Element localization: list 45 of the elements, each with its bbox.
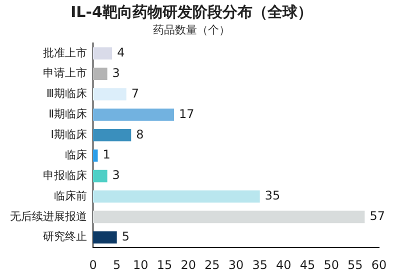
chart-title: IL-4靶向药物研发阶段分布（全球）: [70, 2, 312, 21]
data-label: 1: [102, 148, 110, 162]
x-tick-label: 60: [371, 258, 387, 272]
data-label: 57: [370, 209, 385, 224]
data-label: 5: [122, 230, 130, 244]
x-tick-label: 25: [204, 258, 220, 272]
data-label: 3: [112, 168, 120, 182]
y-tick-label: Ⅰ期临床: [50, 128, 87, 142]
bar: [93, 129, 132, 142]
bar: [93, 47, 112, 60]
y-tick-label: 临床: [65, 148, 87, 162]
y-tick-label: Ⅱ期临床: [48, 108, 87, 121]
x-tick-label: 30: [228, 258, 244, 272]
y-tick-label: 批准上市: [43, 46, 87, 60]
x-tick-label: 5: [113, 258, 121, 272]
x-tick-label: 45: [300, 258, 316, 272]
y-tick-label: 申请上市: [43, 66, 87, 80]
data-label: 7: [131, 86, 140, 100]
x-tick-label: 20: [180, 258, 196, 272]
data-label: 3: [112, 66, 120, 80]
y-tick-label: 无后续进展报道: [10, 210, 87, 223]
bar: [93, 231, 117, 244]
data-label: 4: [117, 46, 125, 60]
x-tick-label: 0: [89, 258, 97, 272]
y-tick-label: Ⅲ期临床: [46, 87, 87, 100]
bar: [93, 149, 98, 162]
data-label: 8: [136, 127, 144, 142]
bar: [93, 170, 108, 182]
x-tick-label: 40: [276, 258, 292, 272]
bar: [93, 210, 365, 224]
x-axis-title: 药品数量（个）: [153, 23, 230, 36]
x-tick-label: 50: [324, 258, 339, 272]
x-tick-label: 55: [348, 258, 363, 272]
data-label: 35: [264, 188, 280, 203]
bar: [93, 108, 174, 121]
x-tick-label: 35: [252, 258, 268, 272]
bar: [93, 88, 126, 100]
x-tick-label: 10: [133, 258, 148, 272]
y-tick-label: 临床前: [54, 189, 87, 202]
data-label: 17: [179, 106, 194, 121]
x-tick-label: 15: [156, 258, 172, 272]
bar: [93, 190, 260, 203]
y-tick-label: 申报临床: [43, 168, 87, 182]
bar: [93, 68, 108, 80]
y-tick-label: 研究终止: [43, 230, 87, 244]
